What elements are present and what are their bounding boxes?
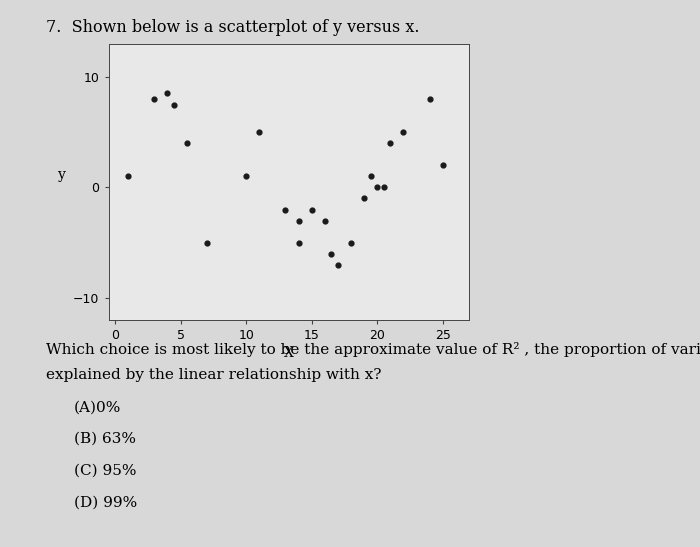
- Point: [345, 238, 356, 247]
- Point: [280, 205, 291, 214]
- Point: [293, 216, 304, 225]
- Text: explained by the linear relationship with x?: explained by the linear relationship wit…: [46, 368, 381, 382]
- Point: [332, 260, 344, 269]
- Point: [378, 183, 389, 192]
- Point: [169, 100, 180, 109]
- Point: [162, 89, 173, 98]
- Point: [424, 95, 435, 103]
- Point: [326, 249, 337, 258]
- Point: [385, 139, 396, 148]
- Y-axis label: y: y: [58, 168, 66, 182]
- Text: (C) 95%: (C) 95%: [74, 464, 136, 478]
- Point: [293, 238, 304, 247]
- Point: [306, 205, 317, 214]
- Text: (A)0%: (A)0%: [74, 400, 121, 415]
- Point: [438, 161, 449, 170]
- X-axis label: X: X: [284, 346, 294, 360]
- Point: [365, 172, 377, 181]
- Point: [398, 128, 409, 137]
- Text: 7.  Shown below is a scatterplot of y versus x.: 7. Shown below is a scatterplot of y ver…: [46, 19, 419, 36]
- Point: [253, 128, 265, 137]
- Text: (B) 63%: (B) 63%: [74, 432, 136, 446]
- Point: [149, 95, 160, 103]
- Point: [201, 238, 212, 247]
- Text: (D) 99%: (D) 99%: [74, 496, 136, 510]
- Point: [241, 172, 252, 181]
- Text: Which choice is most likely to be the approximate value of R² , the proportion o: Which choice is most likely to be the ap…: [46, 342, 700, 357]
- Point: [122, 172, 134, 181]
- Point: [319, 216, 330, 225]
- Point: [358, 194, 370, 203]
- Point: [372, 183, 383, 192]
- Point: [181, 139, 193, 148]
